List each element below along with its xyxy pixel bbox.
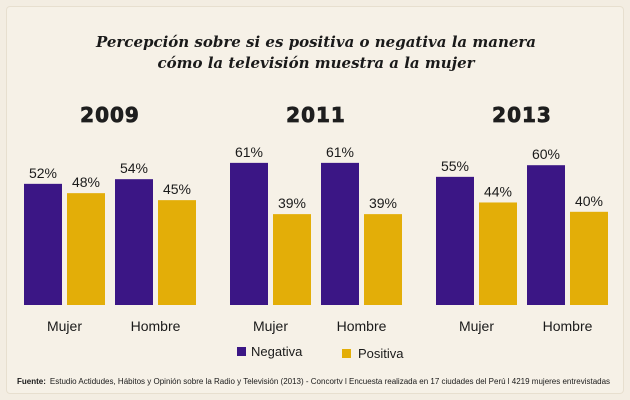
value-label-2013-mujer-negativa: 55%	[441, 158, 469, 174]
legend-label-negativa: Negativa	[251, 344, 303, 359]
value-label-2011-mujer-negativa: 61%	[235, 144, 263, 160]
year-label-2013: 2013	[492, 103, 552, 127]
bar-2011-mujer-negativa	[230, 162, 268, 305]
bar-2009-mujer-negativa	[24, 183, 62, 305]
chart-frame	[6, 6, 624, 394]
value-label-2011-mujer-positiva: 39%	[278, 195, 306, 211]
bar-2013-mujer-negativa	[436, 176, 474, 305]
value-label-2009-hombre-negativa: 54%	[120, 160, 148, 176]
value-label-2013-mujer-positiva: 44%	[484, 183, 512, 199]
source-note: Fuente: Estudio Actidudes, Hábitos y Opin…	[17, 377, 610, 386]
category-label-2009-mujer: Mujer	[47, 318, 82, 334]
chart-title-line-1: Percepción sobre si es positiva o negati…	[95, 33, 536, 51]
bar-2013-hombre-positiva	[570, 211, 608, 305]
source-label: Fuente:	[17, 377, 46, 386]
category-label-2013-mujer: Mujer	[459, 318, 494, 334]
year-label-2009: 2009	[80, 103, 140, 127]
bar-2011-hombre-positiva	[364, 214, 402, 305]
value-label-2009-hombre-positiva: 45%	[163, 181, 191, 197]
bar-2009-hombre-negativa	[115, 179, 153, 305]
source-text: Estudio Actidudes, Hábitos y Opinión sob…	[50, 377, 610, 386]
bar-2011-hombre-negativa	[321, 162, 359, 305]
category-label-2009-hombre: Hombre	[131, 318, 181, 334]
bar-2013-mujer-positiva	[479, 202, 517, 305]
category-label-2011-mujer: Mujer	[253, 318, 288, 334]
value-label-2011-hombre-positiva: 39%	[369, 195, 397, 211]
bar-2009-hombre-positiva	[158, 200, 196, 305]
value-label-2011-hombre-negativa: 61%	[326, 144, 354, 160]
bar-2011-mujer-positiva	[273, 214, 311, 305]
bar-2013-hombre-negativa	[527, 165, 565, 305]
year-label-2011: 2011	[286, 103, 346, 127]
legend-swatch-positiva	[342, 349, 351, 358]
legend-label-positiva: Positiva	[358, 346, 404, 361]
chart-title-line-2: cómo la televisión muestra a la mujer	[157, 54, 475, 72]
value-label-2013-hombre-negativa: 60%	[532, 146, 560, 162]
value-label-2013-hombre-positiva: 40%	[575, 193, 603, 209]
value-label-2009-mujer-negativa: 52%	[29, 165, 57, 181]
value-label-2009-mujer-positiva: 48%	[72, 174, 100, 190]
legend-swatch-negativa	[237, 347, 246, 356]
category-label-2011-hombre: Hombre	[337, 318, 387, 334]
legend: Negativa Positiva	[237, 344, 404, 361]
bar-2009-mujer-positiva	[67, 193, 105, 305]
plot-area: 2009 52% 48% Mujer 54% 45% Hombre 2011 61% 39% Muj…	[24, 103, 608, 334]
category-label-2013-hombre: Hombre	[543, 318, 593, 334]
